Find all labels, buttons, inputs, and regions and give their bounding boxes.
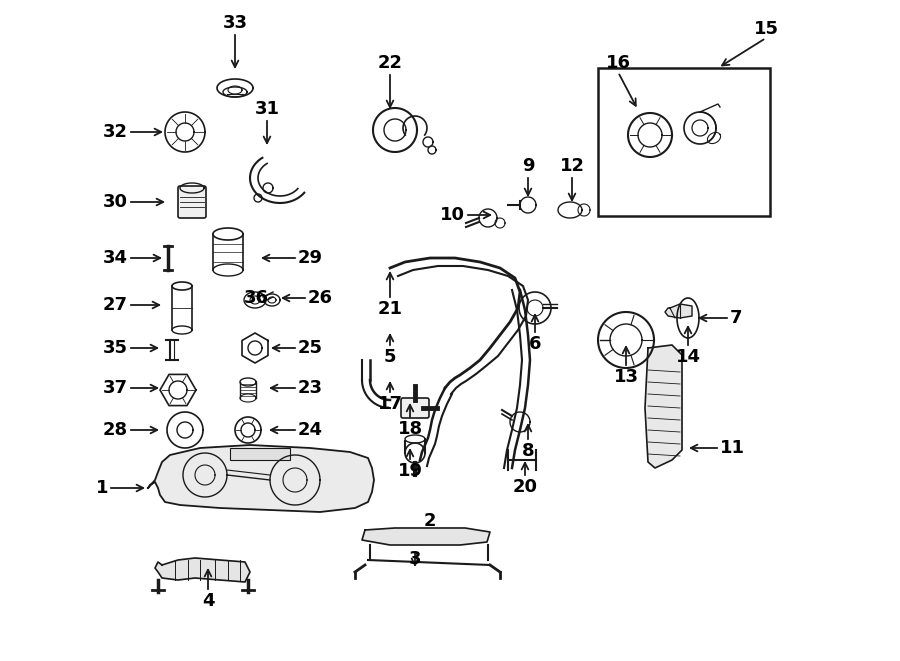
Polygon shape [148, 445, 374, 512]
Text: 11: 11 [720, 439, 745, 457]
Text: 25: 25 [298, 339, 323, 357]
Text: 26: 26 [308, 289, 333, 307]
Text: 21: 21 [377, 300, 402, 318]
Polygon shape [645, 345, 682, 468]
Polygon shape [665, 304, 692, 318]
Text: 9: 9 [522, 157, 535, 175]
Text: 14: 14 [676, 348, 700, 366]
Text: 16: 16 [606, 54, 631, 72]
Text: 13: 13 [614, 368, 638, 386]
FancyBboxPatch shape [178, 186, 206, 218]
Text: 29: 29 [298, 249, 323, 267]
Text: 33: 33 [222, 14, 248, 32]
Text: 3: 3 [409, 550, 421, 568]
Text: 18: 18 [398, 420, 423, 438]
Text: 6: 6 [529, 335, 541, 353]
Text: 28: 28 [103, 421, 128, 439]
Text: 35: 35 [103, 339, 128, 357]
Bar [598, 68, 770, 216]
Bar [230, 448, 290, 460]
Text: 10: 10 [440, 206, 465, 224]
Text: 34: 34 [103, 249, 128, 267]
Text: 27: 27 [103, 296, 128, 314]
Text: 8: 8 [522, 442, 535, 460]
Text: 23: 23 [298, 379, 323, 397]
Polygon shape [155, 558, 250, 582]
Text: 19: 19 [398, 462, 422, 480]
Text: 22: 22 [377, 54, 402, 72]
Text: 24: 24 [298, 421, 323, 439]
Text: 31: 31 [255, 100, 280, 118]
Text: 4: 4 [202, 592, 214, 610]
Text: 30: 30 [103, 193, 128, 211]
Text: 1: 1 [95, 479, 108, 497]
Text: 15: 15 [753, 20, 778, 38]
Text: 37: 37 [103, 379, 128, 397]
Text: 2: 2 [424, 512, 436, 530]
Polygon shape [362, 528, 490, 545]
Text: 7: 7 [730, 309, 742, 327]
Text: 20: 20 [512, 478, 537, 496]
Text: 12: 12 [560, 157, 584, 175]
FancyBboxPatch shape [401, 398, 429, 418]
Text: 5: 5 [383, 348, 396, 366]
Text: 32: 32 [103, 123, 128, 141]
Text: 36: 36 [244, 289, 268, 307]
Text: 17: 17 [377, 395, 402, 413]
